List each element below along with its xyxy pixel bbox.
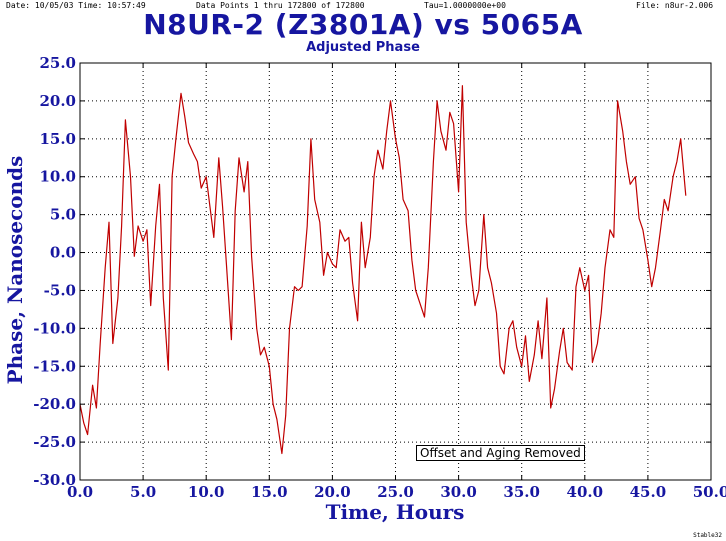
x-tick-label: 45.0 (630, 483, 667, 501)
footer-stamp: Stable32 (693, 532, 722, 539)
y-tick-label: -20.0 (33, 395, 76, 413)
phase-series-line (79, 85, 687, 455)
y-tick-label: 0.0 (50, 244, 76, 262)
annotation-box: Offset and Aging Removed (416, 445, 585, 461)
x-tick-label: 40.0 (567, 483, 604, 501)
frame-layer (79, 62, 712, 481)
header-date-time: Date: 10/05/03 Time: 10:57:49 (6, 1, 146, 10)
x-axis-label: Time, Hours (325, 500, 465, 524)
y-tick-label: -10.0 (33, 319, 76, 337)
y-tick-label: -5.0 (44, 281, 76, 299)
x-tick-label: 25.0 (377, 483, 414, 501)
chart-subtitle: Adjusted Phase (306, 40, 420, 55)
x-tick-label: 0.0 (67, 483, 93, 501)
x-tick-label: 35.0 (503, 483, 540, 501)
grid-layer (80, 63, 711, 480)
header-file: File: n8ur-2.006 (636, 1, 714, 10)
y-tick-label: 15.0 (39, 130, 76, 148)
y-axis-label: Phase, Nanoseconds (3, 155, 27, 385)
x-tick-label: 50.0 (693, 483, 726, 501)
y-tick-label: 10.0 (39, 168, 76, 186)
x-tick-label: 20.0 (314, 483, 351, 501)
chart-title: N8UR-2 (Z3801A) vs 5065A (143, 8, 583, 41)
y-tick-label: -15.0 (33, 357, 76, 375)
y-tick-label: 5.0 (50, 206, 76, 224)
x-tick-label: 5.0 (130, 483, 156, 501)
x-tick-label: 30.0 (440, 483, 477, 501)
series-layer (79, 85, 687, 455)
x-tick-label: 10.0 (188, 483, 225, 501)
y-tick-label: -30.0 (33, 471, 76, 489)
y-tick-label: -25.0 (33, 433, 76, 451)
y-tick-label: 25.0 (39, 54, 76, 72)
header-tau: Tau=1.0000000e+00 (424, 1, 506, 10)
y-tick-label: 20.0 (39, 92, 76, 110)
x-tick-label: 15.0 (251, 483, 288, 501)
tick-label-layer: 0.0 5.0 10.0 15.0 20.0 25.0 30.0 35.0 40.0 45.0 50… (33, 54, 726, 501)
header-data-points: Data Points 1 thru 172800 of 172800 (196, 1, 365, 10)
